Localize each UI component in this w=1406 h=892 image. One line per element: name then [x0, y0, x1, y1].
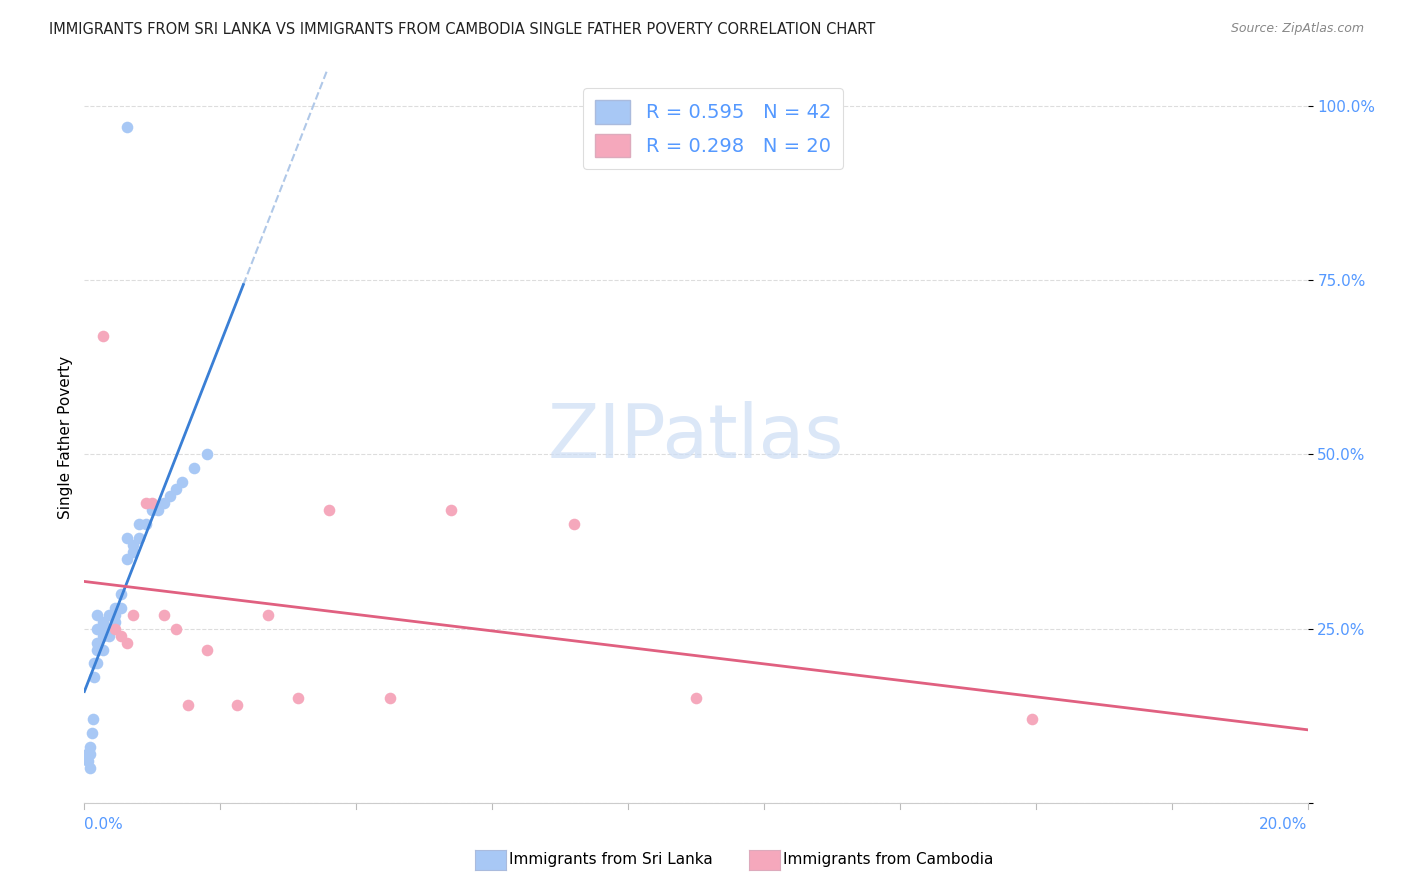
Point: [86, 642, 108, 657]
Point: [165, 483, 187, 497]
Point: [257, 607, 280, 622]
Point: [80, 726, 103, 740]
Point: [110, 587, 132, 601]
Point: [77, 754, 100, 768]
Point: [153, 496, 176, 510]
Point: [195, 642, 218, 657]
Point: [135, 496, 157, 510]
Legend: R = 0.595   N = 42, R = 0.298   N = 20: R = 0.595 N = 42, R = 0.298 N = 20: [583, 88, 842, 169]
Point: [122, 538, 145, 552]
Point: [177, 698, 200, 713]
Point: [153, 607, 176, 622]
Point: [83, 670, 105, 684]
Point: [562, 517, 585, 532]
Point: [91, 629, 114, 643]
Point: [115, 120, 138, 134]
Point: [104, 622, 127, 636]
Point: [91, 622, 114, 636]
Point: [685, 691, 707, 706]
Point: [83, 657, 105, 671]
Point: [115, 635, 138, 649]
Text: IMMIGRANTS FROM SRI LANKA VS IMMIGRANTS FROM CAMBODIA SINGLE FATHER POVERTY CORR: IMMIGRANTS FROM SRI LANKA VS IMMIGRANTS …: [49, 22, 876, 37]
Point: [86, 622, 108, 636]
Point: [195, 448, 218, 462]
Point: [86, 657, 108, 671]
Point: [97, 629, 120, 643]
Point: [91, 615, 114, 629]
Point: [79, 747, 101, 761]
Point: [122, 607, 145, 622]
Point: [135, 517, 157, 532]
Text: 20.0%: 20.0%: [1260, 817, 1308, 832]
Point: [110, 629, 132, 643]
Point: [159, 489, 181, 503]
Point: [165, 622, 187, 636]
Text: Immigrants from Sri Lanka: Immigrants from Sri Lanka: [509, 853, 713, 867]
Point: [110, 600, 132, 615]
Text: 0.0%: 0.0%: [84, 817, 124, 832]
Point: [104, 615, 127, 629]
Point: [172, 475, 194, 490]
Point: [86, 635, 108, 649]
Point: [86, 607, 108, 622]
Text: Source: ZipAtlas.com: Source: ZipAtlas.com: [1230, 22, 1364, 36]
Point: [141, 496, 163, 510]
Point: [79, 740, 101, 755]
Point: [79, 761, 101, 775]
Point: [97, 622, 120, 636]
Y-axis label: Single Father Poverty: Single Father Poverty: [58, 356, 73, 518]
Point: [141, 503, 163, 517]
Point: [104, 600, 127, 615]
Point: [122, 545, 145, 559]
Point: [104, 607, 127, 622]
Text: ZIPatlas: ZIPatlas: [548, 401, 844, 474]
Point: [91, 329, 114, 343]
Point: [82, 712, 104, 726]
Point: [440, 503, 463, 517]
Point: [128, 531, 150, 545]
Point: [183, 461, 205, 475]
Point: [1021, 712, 1043, 726]
Point: [115, 531, 138, 545]
Point: [97, 607, 120, 622]
Point: [115, 552, 138, 566]
Point: [76, 747, 98, 761]
Point: [226, 698, 249, 713]
Point: [287, 691, 309, 706]
Point: [128, 517, 150, 532]
Point: [91, 642, 114, 657]
Point: [380, 691, 402, 706]
Point: [146, 503, 169, 517]
Text: Immigrants from Cambodia: Immigrants from Cambodia: [783, 853, 994, 867]
Point: [318, 503, 340, 517]
